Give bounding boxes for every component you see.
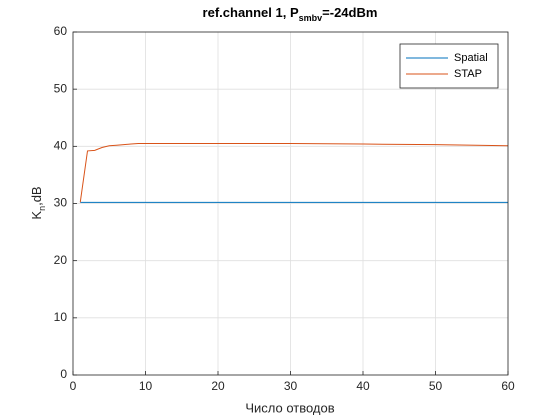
x-tick-label: 40 [356,379,370,393]
x-tick-label: 0 [70,379,77,393]
x-axis-label: Число отводов [245,400,334,415]
x-tick-label: 50 [429,379,443,393]
ylabel-part: K [29,211,44,220]
x-tick-label: 10 [139,379,153,393]
legend: Spatial STAP [399,43,499,89]
y-tick-label: 40 [54,139,68,153]
ylabel-part: ,dB [29,186,44,206]
x-tick-label: 20 [211,379,225,393]
y-tick-label: 30 [54,196,68,210]
legend-label: STAP [454,68,482,80]
title-part: ref.channel 1, P [203,5,299,20]
y-tick-label: 10 [54,310,68,324]
series-line [79,142,509,203]
chart-title: ref.channel 1, Psmbv=-24dBm [203,5,378,23]
legend-box [399,43,499,89]
data [79,142,509,203]
title-subscript: smbv [299,13,323,23]
ylabel-subscript: n [37,206,47,211]
y-tick-label: 20 [54,253,68,267]
y-axis-label: Kn,dB [29,186,47,219]
title-part: =-24dBm [322,5,377,20]
legend-label: Spatial [454,52,488,64]
y-tick-label: 50 [54,81,68,95]
x-tick-label: 30 [284,379,298,393]
y-tick-label: 60 [54,24,68,38]
x-tick-label: 60 [501,379,515,393]
y-tick-label: 0 [60,367,67,381]
